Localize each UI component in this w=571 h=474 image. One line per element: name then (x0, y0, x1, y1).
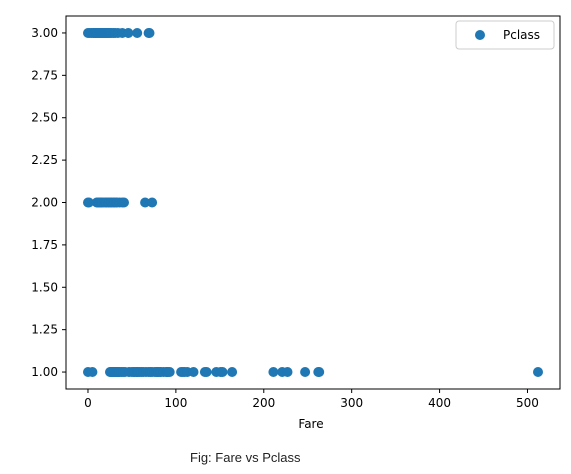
y-tick-label: 3.00 (31, 26, 58, 40)
data-point (268, 367, 279, 377)
y-tick-label: 2.50 (31, 111, 58, 125)
data-point (282, 367, 293, 377)
data-point (123, 28, 134, 38)
scatter-chart: 0 100 200 300 400 500 1.00 1.25 1.50 1.75 2.00 2.2… (31, 15, 561, 431)
x-tick-label: 400 (428, 396, 451, 410)
y-tick-label: 2.75 (31, 68, 58, 82)
data-point (87, 367, 98, 377)
legend-marker (475, 30, 485, 40)
x-tick-label: 0 (84, 396, 92, 410)
legend-box (455, 20, 555, 50)
data-point (140, 197, 151, 208)
data-point (164, 367, 175, 377)
x-tick-label: 500 (516, 396, 539, 410)
data-point (201, 367, 212, 377)
data-point (533, 367, 543, 377)
x-tick-label: 300 (340, 396, 363, 410)
legend-label-pclass: Pclass (503, 28, 540, 42)
data-point (144, 28, 155, 38)
y-tick-label: 2.25 (31, 153, 58, 167)
x-axis-label: Fare (298, 417, 323, 431)
data-points (83, 28, 543, 377)
data-point (147, 197, 158, 208)
y-tick-label: 1.50 (31, 280, 58, 294)
y-tick-label: 1.75 (31, 238, 58, 252)
y-tick-label: 1.00 (31, 365, 58, 379)
data-point (83, 197, 94, 208)
data-point (132, 28, 143, 38)
y-axis-ticks: 1.00 1.25 1.50 1.75 2.00 2.25 2.50 2.75 3.00 (31, 26, 66, 379)
data-point (217, 367, 228, 377)
caption-text: Fig: Fare vs Pclass (190, 450, 301, 465)
data-point (227, 367, 238, 377)
data-point (314, 367, 325, 377)
x-tick-label: 100 (164, 396, 187, 410)
y-tick-label: 1.25 (31, 323, 58, 337)
data-point (119, 197, 129, 208)
legend: Pclass (455, 20, 555, 50)
data-point (300, 367, 311, 377)
x-tick-label: 200 (252, 396, 275, 410)
data-point (188, 367, 199, 377)
x-axis-ticks: 0 100 200 300 400 500 (84, 389, 539, 410)
y-tick-label: 2.00 (31, 196, 58, 210)
